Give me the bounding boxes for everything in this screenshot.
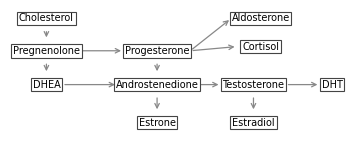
Text: DHEA: DHEA	[32, 80, 60, 90]
Text: Cortisol: Cortisol	[242, 42, 279, 51]
Text: Pregnenolone: Pregnenolone	[13, 46, 80, 56]
Text: Cholesterol: Cholesterol	[19, 13, 74, 23]
Text: Testosterone: Testosterone	[222, 80, 285, 90]
Text: Aldosterone: Aldosterone	[231, 13, 290, 23]
Text: Estradiol: Estradiol	[232, 118, 275, 128]
Text: DHT: DHT	[322, 80, 342, 90]
Text: Androstenedione: Androstenedione	[116, 80, 198, 90]
Text: Progesterone: Progesterone	[125, 46, 189, 56]
Text: Estrone: Estrone	[139, 118, 176, 128]
